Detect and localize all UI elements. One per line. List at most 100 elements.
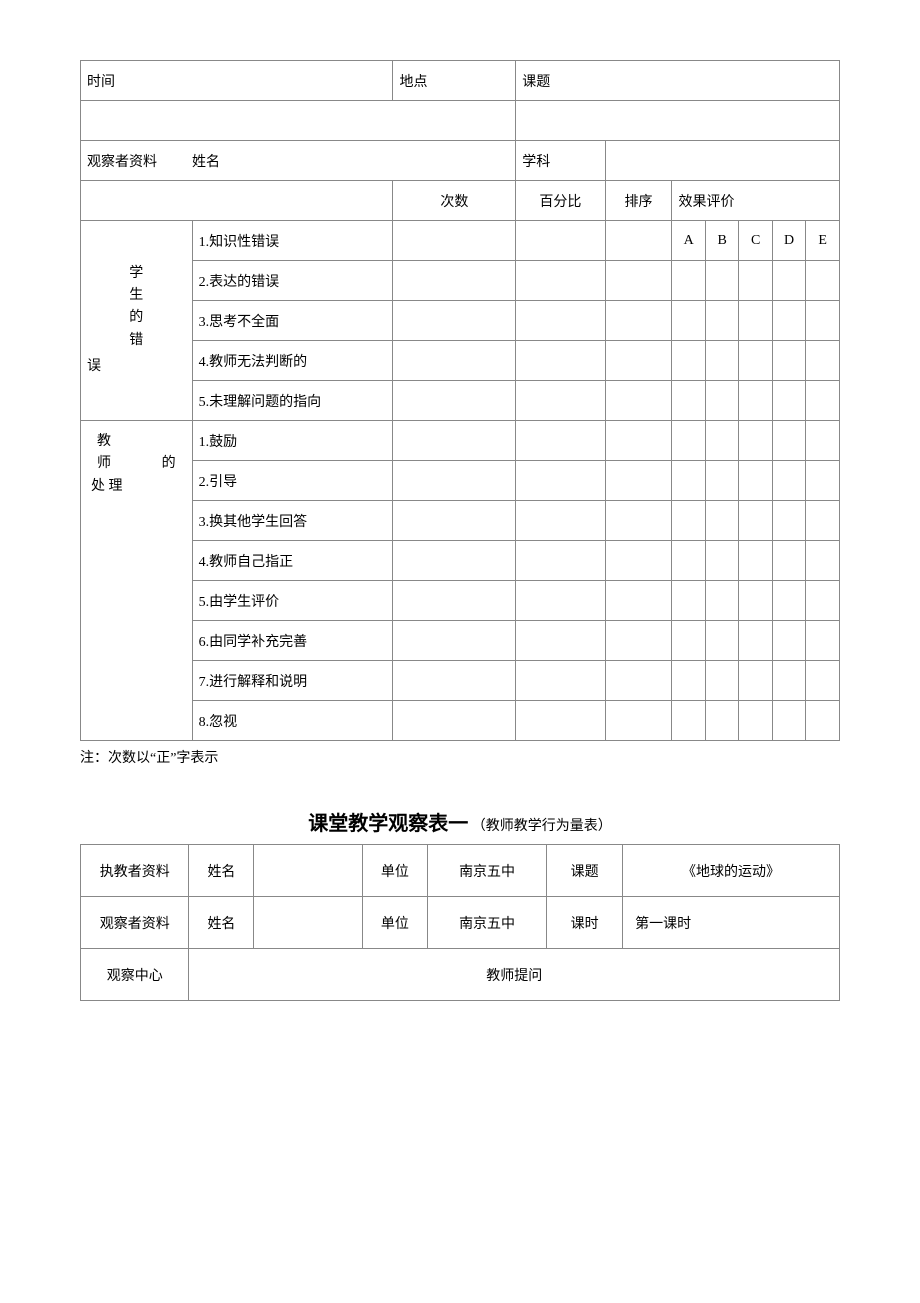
cell[interactable] [705,301,738,341]
cell[interactable] [605,221,672,261]
cell[interactable] [672,501,705,541]
cell[interactable] [393,541,516,581]
cell[interactable] [806,621,840,661]
cell[interactable] [393,261,516,301]
cell[interactable] [393,701,516,741]
cell[interactable] [605,421,672,461]
cell[interactable] [739,661,772,701]
cell[interactable] [393,301,516,341]
cell[interactable] [672,421,705,461]
t2-name-value-2[interactable] [254,897,362,949]
cell[interactable] [705,381,738,421]
cell[interactable] [772,541,805,581]
cell[interactable] [672,301,705,341]
cell[interactable] [772,381,805,421]
cell[interactable] [672,581,705,621]
cell[interactable] [672,341,705,381]
cell[interactable] [705,421,738,461]
cell[interactable] [772,581,805,621]
cell[interactable] [605,261,672,301]
cell[interactable] [806,701,840,741]
cell[interactable] [705,661,738,701]
cell[interactable] [806,501,840,541]
cell[interactable] [516,221,605,261]
cell[interactable] [393,421,516,461]
cell[interactable] [705,341,738,381]
cell[interactable] [605,301,672,341]
subject-value[interactable] [605,141,840,181]
cell[interactable] [806,461,840,501]
cell[interactable] [806,421,840,461]
cell[interactable] [772,461,805,501]
cell[interactable] [772,701,805,741]
cell[interactable] [672,461,705,501]
cell[interactable] [806,341,840,381]
cell[interactable] [739,581,772,621]
cell[interactable] [516,541,605,581]
cell[interactable] [739,261,772,301]
cell[interactable] [739,301,772,341]
cell[interactable] [516,461,605,501]
cell[interactable] [705,621,738,661]
blank-right[interactable] [516,101,840,141]
cell[interactable] [772,261,805,301]
cell[interactable] [393,461,516,501]
cell[interactable] [806,581,840,621]
cell[interactable] [516,381,605,421]
cell[interactable] [739,381,772,421]
cell[interactable] [393,581,516,621]
cell[interactable] [772,301,805,341]
cell[interactable] [806,381,840,421]
cell[interactable] [516,421,605,461]
cell[interactable] [739,341,772,381]
cell[interactable] [739,701,772,741]
cell[interactable] [516,621,605,661]
cell[interactable] [605,541,672,581]
cell[interactable] [605,381,672,421]
cell[interactable] [772,661,805,701]
cell[interactable] [705,701,738,741]
cell[interactable] [605,501,672,541]
cell[interactable] [705,581,738,621]
cell[interactable] [772,421,805,461]
cell[interactable] [672,621,705,661]
cell[interactable] [516,501,605,541]
cell[interactable] [739,501,772,541]
cell[interactable] [672,661,705,701]
cell[interactable] [739,421,772,461]
cell[interactable] [516,301,605,341]
cell[interactable] [672,261,705,301]
cell[interactable] [516,261,605,301]
cell[interactable] [516,341,605,381]
cell[interactable] [672,381,705,421]
cell[interactable] [772,621,805,661]
cell[interactable] [672,701,705,741]
cell[interactable] [806,301,840,341]
cell[interactable] [705,541,738,581]
cell[interactable] [806,661,840,701]
cell[interactable] [605,341,672,381]
cell[interactable] [393,621,516,661]
cell[interactable] [705,461,738,501]
blank-left[interactable] [81,101,516,141]
cell[interactable] [393,341,516,381]
cell[interactable] [393,381,516,421]
cell[interactable] [772,341,805,381]
cell[interactable] [705,261,738,301]
cell[interactable] [393,221,516,261]
cell[interactable] [739,621,772,661]
cell[interactable] [739,461,772,501]
cell[interactable] [705,501,738,541]
cell[interactable] [806,261,840,301]
cell[interactable] [516,701,605,741]
cell[interactable] [393,661,516,701]
cell[interactable] [772,501,805,541]
cell[interactable] [516,661,605,701]
cell[interactable] [605,621,672,661]
cell[interactable] [393,501,516,541]
cell[interactable] [605,701,672,741]
cell[interactable] [672,541,705,581]
cell[interactable] [605,461,672,501]
cell[interactable] [739,541,772,581]
cell[interactable] [605,661,672,701]
